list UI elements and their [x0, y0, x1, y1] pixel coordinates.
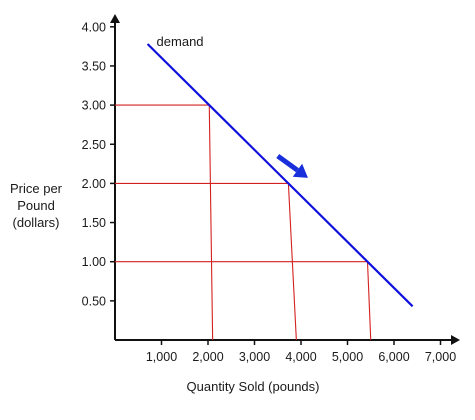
demand-series-label: demand [157, 34, 204, 49]
x-axis-arrowhead [451, 335, 460, 345]
y-tick-label: 0.50 [82, 294, 106, 308]
direction-arrow-shaft [276, 153, 299, 173]
x-axis-label: Quantity Sold (pounds) [187, 379, 320, 394]
y-tick-label: 2.00 [82, 177, 106, 191]
y-tick-label: 2.50 [82, 138, 106, 152]
y-axis-label-line-3: (dollars) [13, 215, 60, 230]
x-tick-label: 3,000 [239, 350, 270, 364]
annotation-layer [276, 153, 308, 178]
series-layer: demand [146, 34, 414, 308]
y-axis-label-line-1: Price per [10, 181, 63, 196]
y-axis-label-line-2: Pound [17, 198, 55, 213]
quantity-reference-line [208, 105, 214, 341]
direction-arrow-head [292, 163, 308, 178]
x-tick-label: 4,000 [285, 350, 316, 364]
y-tick-label: 4.00 [82, 20, 106, 34]
x-tick-label: 1,000 [146, 350, 177, 364]
tick-labels: 0.50 1.00 1.50 2.00 2.50 3.00 3.50 4.00 1,000 2,0… [82, 20, 457, 364]
x-tick-label: 6,000 [378, 350, 409, 364]
y-tick-label: 1.00 [82, 255, 106, 269]
axis-labels: Quantity Sold (pounds) Price per Pound (… [10, 181, 320, 394]
y-tick-label: 3.50 [82, 59, 106, 73]
reference-lines [115, 104, 372, 341]
axes [110, 14, 460, 345]
y-axis-arrowhead [110, 14, 120, 23]
x-tick-label: 5,000 [332, 350, 363, 364]
x-tick-label: 2,000 [192, 350, 223, 364]
y-tick-label: 1.50 [82, 216, 106, 230]
quantity-reference-line [366, 261, 372, 341]
y-tick-label: 3.00 [82, 99, 106, 113]
x-tick-label: 7,000 [425, 350, 456, 364]
demand-line [146, 43, 414, 308]
